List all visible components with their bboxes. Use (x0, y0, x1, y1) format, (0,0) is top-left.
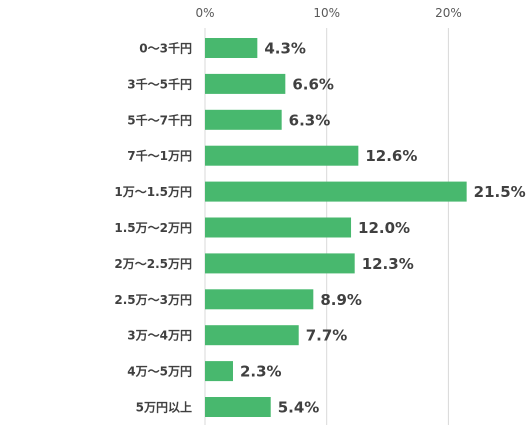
bar (205, 73, 286, 94)
bar (205, 109, 282, 130)
data-labels: 4.3% 6.6% 6.3% 12.6% 21.5% 12.0% 12.3%8.9% 7.7%… (240, 40, 526, 417)
bars (205, 38, 467, 417)
data-label: 12.0% (358, 219, 410, 237)
category-label: 2.5万～3万円 (114, 293, 192, 307)
category-label: 2万～2.5万円 (114, 257, 192, 271)
bar (205, 253, 355, 274)
data-label: 4.3% (264, 40, 306, 58)
data-label: 5.4% (278, 399, 320, 417)
category-label: 1.5万～2万円 (114, 221, 192, 235)
category-label: 4万～5万円 (127, 365, 192, 379)
data-label: 12.3% (362, 255, 414, 273)
bar (205, 361, 233, 382)
category-label: 3万～4万円 (127, 329, 192, 343)
x-tick-label: 20% (435, 6, 462, 20)
category-label: 1万～1.5万円 (114, 185, 192, 199)
bar (205, 38, 258, 58)
category-label: 5千～7千円 (127, 112, 192, 127)
data-label: 6.3% (289, 111, 331, 129)
bar (205, 325, 299, 346)
x-tick-label: 0% (195, 6, 214, 20)
bar (205, 397, 271, 417)
data-label: 8.9% (320, 291, 362, 309)
category-label: 7千～1万円 (127, 148, 192, 163)
x-axis-ticks: 0% 10% 20% (195, 6, 461, 20)
data-label: 7.7% (306, 327, 348, 345)
category-label: 5万円以上 (136, 400, 192, 415)
category-label: 0～3千円 (139, 41, 192, 56)
bar (205, 145, 359, 166)
bar (205, 217, 352, 238)
data-label: 21.5% (474, 183, 526, 201)
category-labels: 0～3千円 3千～5千円 5千～7千円 7千～1万円 1万～1.5万円 1.5万～2万円 2… (114, 41, 192, 415)
data-label: 6.6% (292, 75, 334, 93)
bar (205, 289, 314, 310)
bar (205, 181, 467, 202)
data-label: 2.3% (240, 363, 282, 381)
data-label: 12.6% (365, 147, 417, 165)
x-tick-label: 10% (313, 6, 340, 20)
category-label: 3千～5千円 (127, 76, 192, 91)
